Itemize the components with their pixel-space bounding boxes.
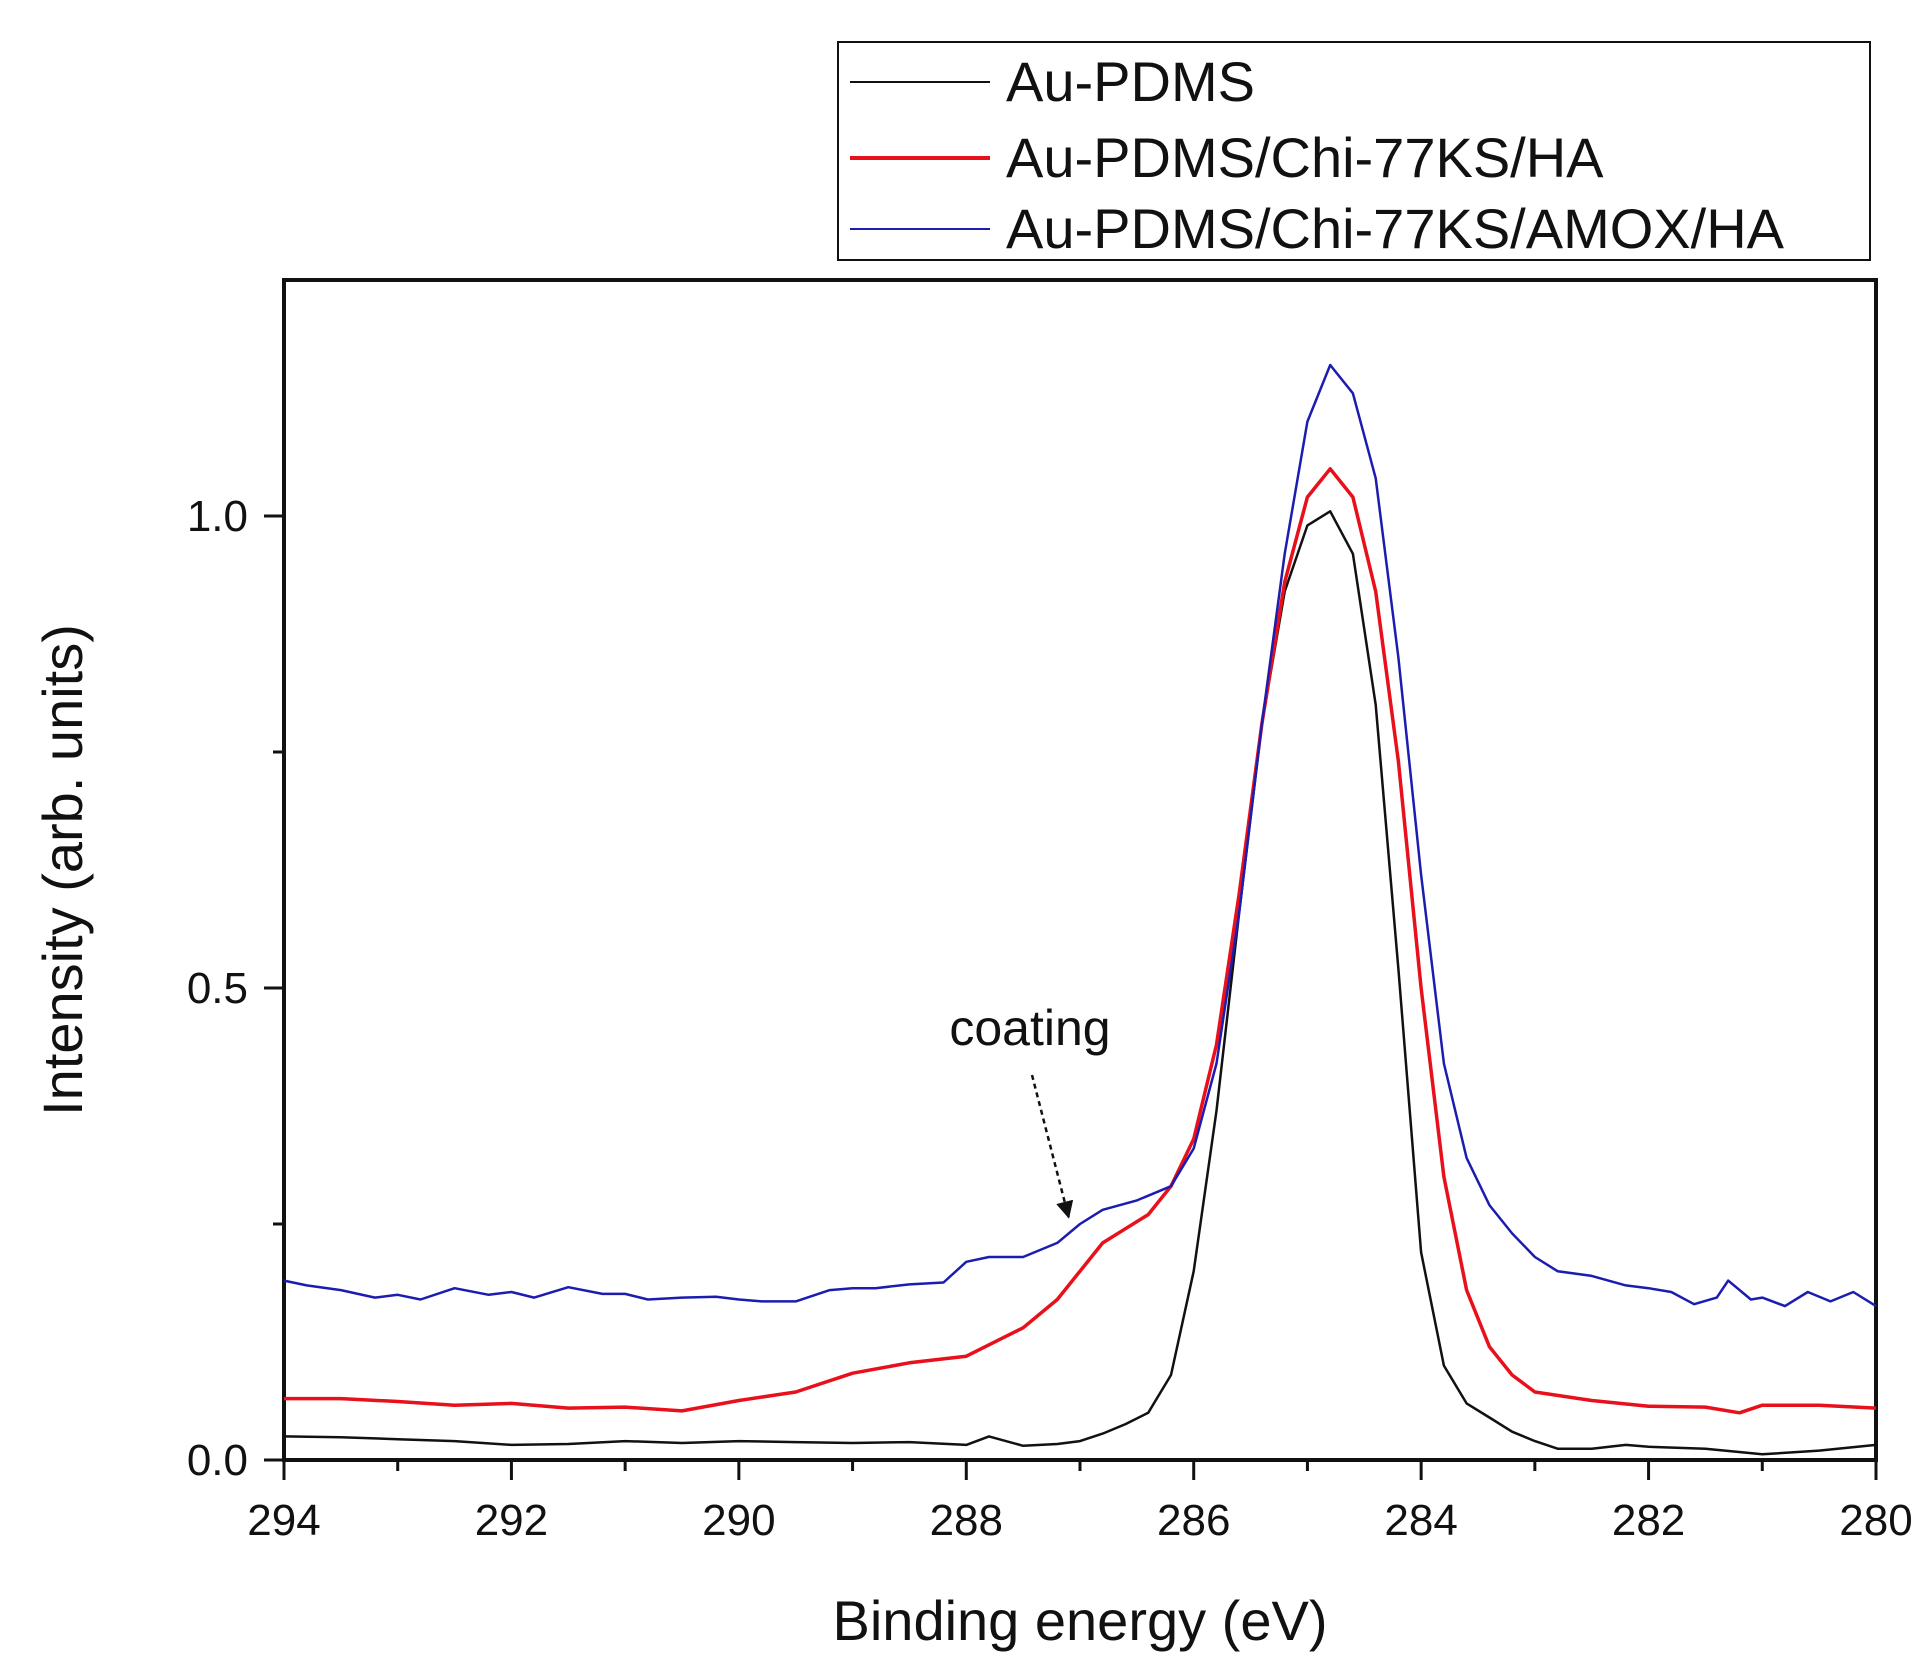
annotation-arrow	[1030, 1074, 1074, 1219]
series-line-3	[283, 363, 1877, 1308]
series-line-2	[284, 467, 1877, 1415]
legend-label-au-pdms-chi-amox-ha: Au-PDMS/Chi-77KS/AMOX/HA	[1006, 197, 1785, 260]
x-axis-title: Binding energy (eV)	[833, 1589, 1328, 1652]
x-tick-label: 284	[1384, 1496, 1457, 1545]
legend: Au-PDMS Au-PDMS/Chi-77KS/HA Au-PDMS/Chi-…	[837, 41, 1871, 261]
x-tick-label: 282	[1612, 1496, 1685, 1545]
annotation-label: coating	[949, 1000, 1110, 1056]
y-tick-label: 0.0	[187, 1436, 248, 1485]
series-line-1	[283, 510, 1877, 1456]
plot-frame	[282, 278, 1878, 1462]
y-axis-title: Intensity (arb. units)	[31, 624, 94, 1116]
legend-box	[837, 41, 1871, 261]
x-tick-label: 288	[930, 1496, 1003, 1545]
coating-annotation: coating	[949, 1000, 1111, 1219]
legend-label-au-pdms: Au-PDMS	[1006, 50, 1255, 113]
y-tick-label: 1.0	[187, 492, 248, 541]
tick-layer: 294 292 290 288 286 284 282 280 0.0 0.5 1.0	[187, 492, 1913, 1545]
x-tick-label: 280	[1839, 1496, 1912, 1545]
x-tick-label: 290	[702, 1496, 775, 1545]
x-tick-label: 292	[475, 1496, 548, 1545]
x-tick-label: 286	[1157, 1496, 1230, 1545]
legend-label-au-pdms-chi-ha: Au-PDMS/Chi-77KS/HA	[1006, 126, 1604, 189]
y-tick-label: 0.5	[187, 964, 248, 1013]
x-tick-label: 294	[247, 1496, 320, 1545]
series-layer	[283, 363, 1877, 1456]
